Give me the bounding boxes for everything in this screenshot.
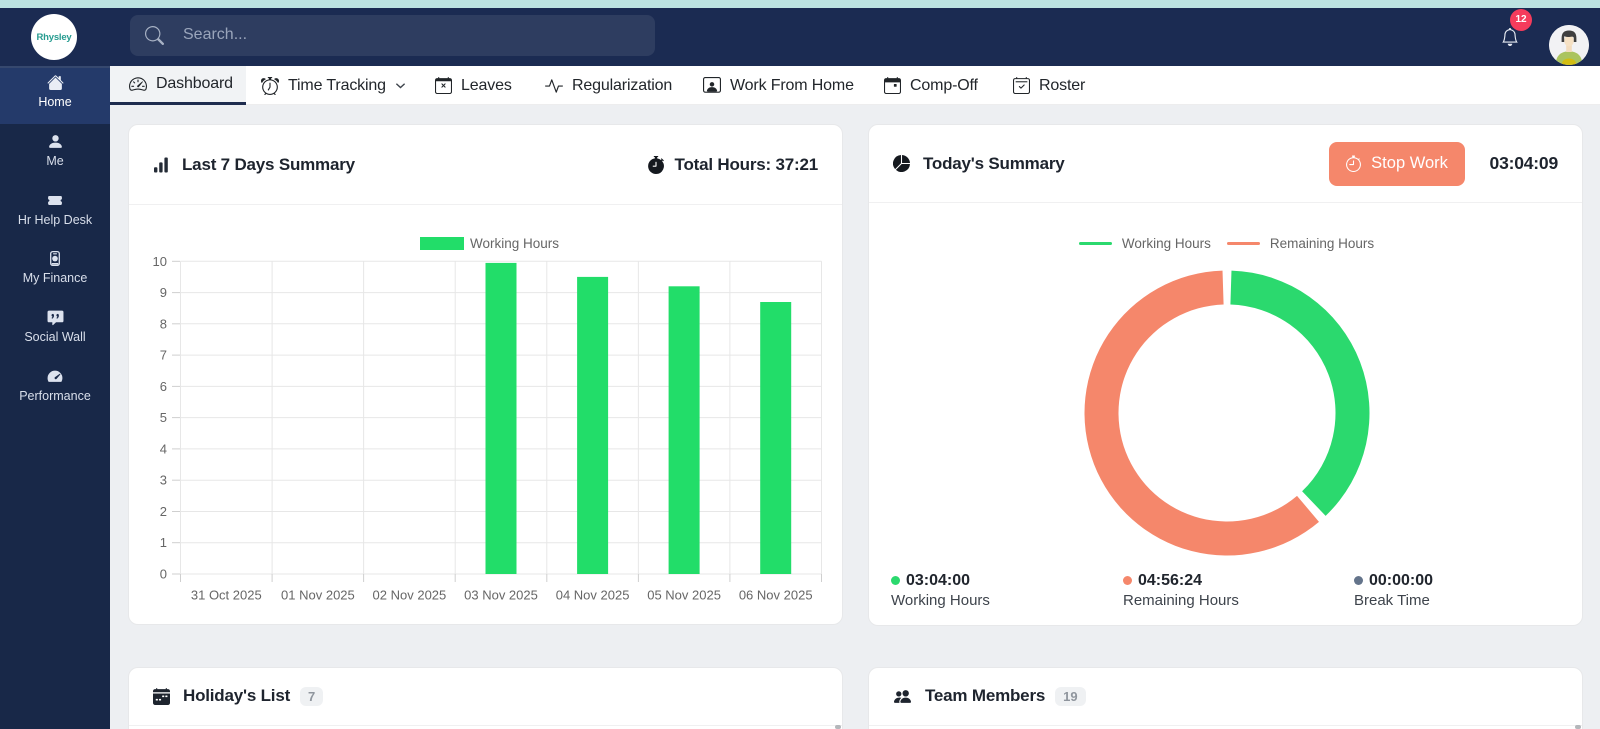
svg-text:03 Nov 2025: 03 Nov 2025: [464, 588, 538, 603]
svg-text:0: 0: [160, 567, 167, 582]
svg-text:31 Oct 2025: 31 Oct 2025: [191, 588, 262, 603]
svg-text:05 Nov 2025: 05 Nov 2025: [647, 588, 721, 603]
svg-text:7: 7: [160, 348, 167, 363]
svg-text:6: 6: [160, 379, 167, 394]
svg-text:2: 2: [160, 504, 167, 519]
svg-text:9: 9: [160, 285, 167, 300]
svg-text:8: 8: [160, 316, 167, 331]
svg-text:10: 10: [153, 254, 167, 269]
svg-text:Working Hours: Working Hours: [470, 236, 559, 251]
svg-text:01 Nov 2025: 01 Nov 2025: [281, 588, 355, 603]
svg-text:04 Nov 2025: 04 Nov 2025: [556, 588, 630, 603]
svg-text:5: 5: [160, 410, 167, 425]
svg-text:4: 4: [160, 441, 167, 456]
svg-text:1: 1: [160, 535, 167, 550]
svg-text:02 Nov 2025: 02 Nov 2025: [373, 588, 447, 603]
svg-text:06 Nov 2025: 06 Nov 2025: [739, 588, 813, 603]
svg-text:3: 3: [160, 473, 167, 488]
